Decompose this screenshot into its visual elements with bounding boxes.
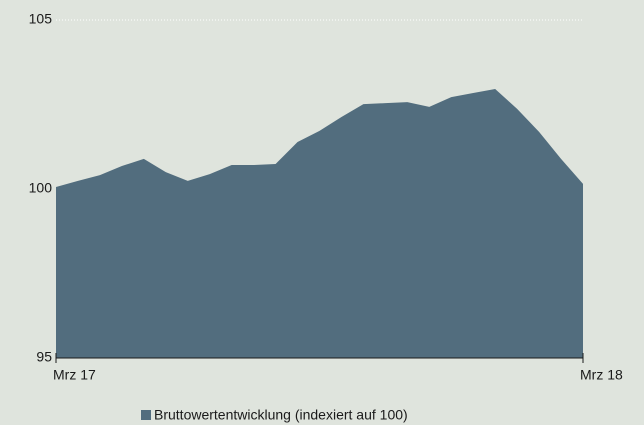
y-tick-label: 100	[29, 180, 53, 196]
y-tick-label: 105	[29, 11, 53, 27]
y-tick-label: 95	[36, 349, 52, 365]
x-tick-label: Mrz 18	[580, 367, 623, 383]
area	[56, 88, 583, 359]
x-tick-label: Mrz 17	[53, 367, 96, 383]
legend-swatch	[141, 410, 151, 420]
legend-label: Bruttowertentwicklung (indexiert auf 100…	[154, 407, 408, 423]
